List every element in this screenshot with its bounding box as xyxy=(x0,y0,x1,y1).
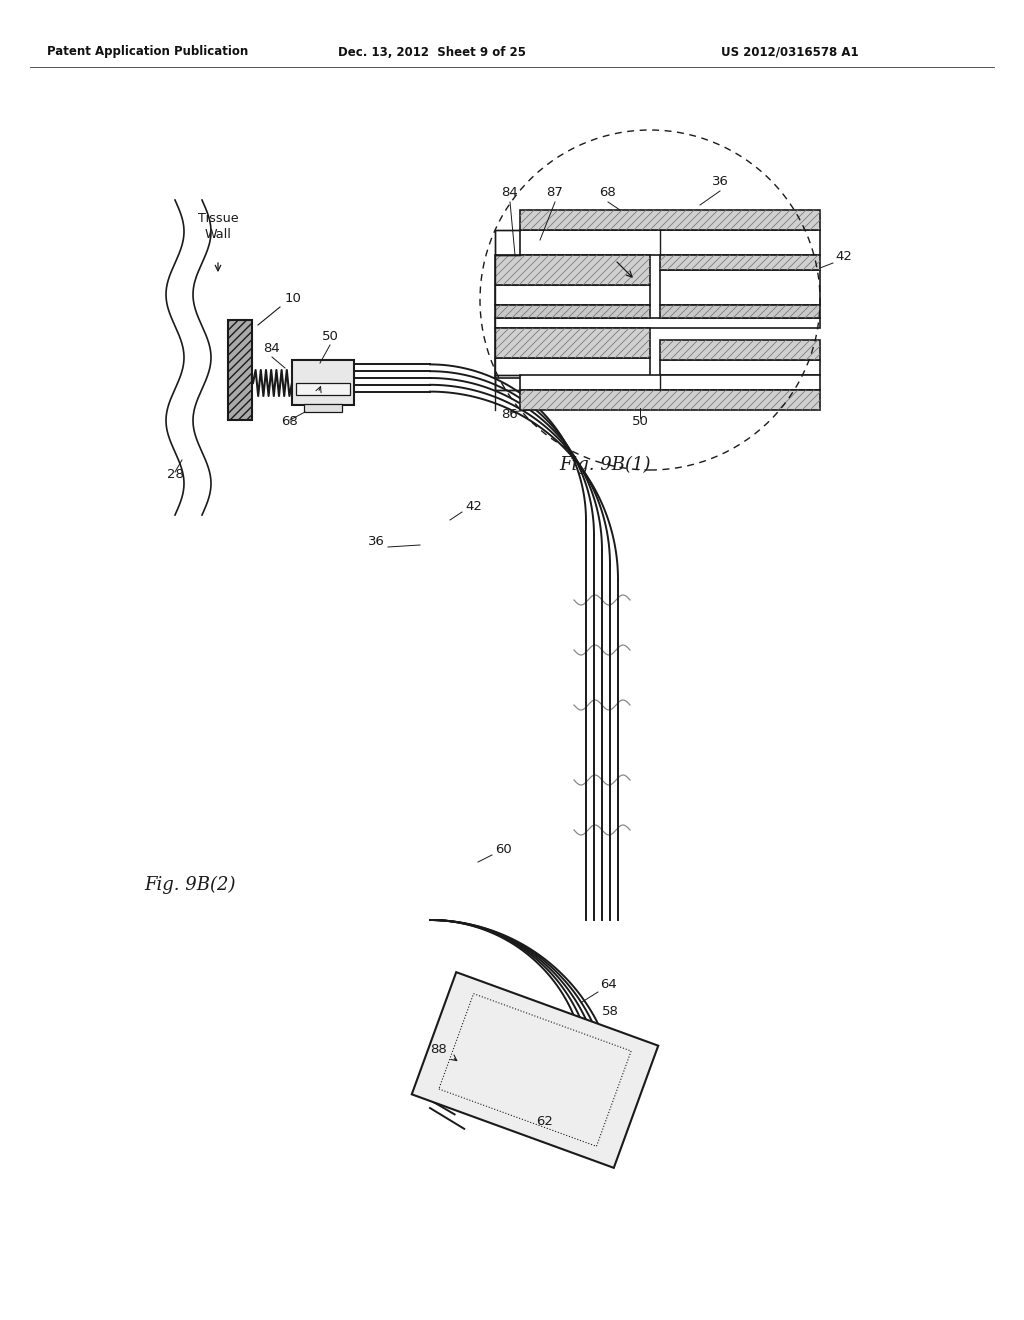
Text: 10: 10 xyxy=(285,292,302,305)
Text: 68: 68 xyxy=(600,186,616,199)
Text: 42: 42 xyxy=(835,249,852,263)
Text: Dec. 13, 2012  Sheet 9 of 25: Dec. 13, 2012 Sheet 9 of 25 xyxy=(338,45,526,58)
Bar xyxy=(495,327,650,358)
Bar xyxy=(520,375,820,389)
Text: Fig. 9B(2): Fig. 9B(2) xyxy=(144,875,236,894)
Bar xyxy=(520,389,820,411)
Text: 36: 36 xyxy=(368,535,385,548)
Bar xyxy=(495,358,650,378)
Bar xyxy=(660,255,820,271)
Text: 84: 84 xyxy=(263,342,281,355)
Text: 62: 62 xyxy=(537,1115,553,1129)
Bar xyxy=(292,360,354,405)
Text: 58: 58 xyxy=(601,1005,618,1018)
Bar xyxy=(660,341,820,360)
Bar xyxy=(495,305,650,318)
Text: 68: 68 xyxy=(282,414,298,428)
Text: Tissue
Wall: Tissue Wall xyxy=(198,213,239,242)
Text: 84: 84 xyxy=(502,186,518,199)
Text: 36: 36 xyxy=(712,176,728,187)
Bar xyxy=(304,404,342,412)
Text: 50: 50 xyxy=(322,330,339,343)
Bar xyxy=(660,360,820,375)
Text: 86: 86 xyxy=(502,408,518,421)
Text: 50: 50 xyxy=(632,414,648,428)
Text: 28: 28 xyxy=(167,469,183,480)
Bar xyxy=(520,230,820,255)
Bar xyxy=(660,271,820,305)
Bar xyxy=(520,210,820,230)
Text: Fig. 9B(1): Fig. 9B(1) xyxy=(559,455,650,474)
Bar xyxy=(495,255,650,285)
Text: US 2012/0316578 A1: US 2012/0316578 A1 xyxy=(721,45,859,58)
Bar xyxy=(495,285,650,305)
Text: 42: 42 xyxy=(465,500,482,513)
Text: 64: 64 xyxy=(600,978,616,991)
Bar xyxy=(228,319,252,420)
Text: 87: 87 xyxy=(547,186,563,199)
Bar xyxy=(660,305,820,318)
Bar xyxy=(296,383,350,395)
Bar xyxy=(495,318,820,327)
Text: Patent Application Publication: Patent Application Publication xyxy=(47,45,249,58)
Text: 88: 88 xyxy=(430,1043,447,1056)
Polygon shape xyxy=(412,972,658,1168)
Text: 60: 60 xyxy=(495,843,512,855)
